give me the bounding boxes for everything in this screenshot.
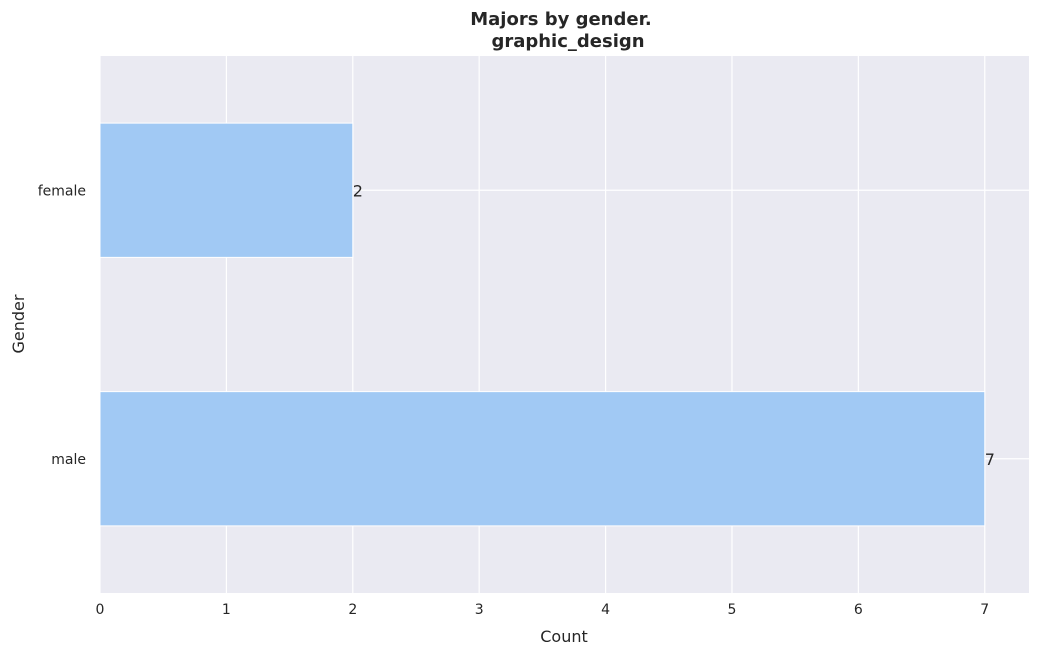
data-label-female: 2 xyxy=(353,181,363,200)
x-tick-label: 1 xyxy=(222,602,231,618)
data-label-male: 7 xyxy=(985,450,995,469)
y-axis-ticks: female male xyxy=(38,183,86,468)
y-axis-label: Gender xyxy=(9,294,28,353)
x-tick-label: 6 xyxy=(854,602,863,618)
chart-title-line1: Majors by gender. xyxy=(470,9,652,30)
x-tick-label: 2 xyxy=(348,602,357,618)
x-tick-label: 5 xyxy=(728,602,737,618)
chart-title-line2: graphic_design xyxy=(491,31,644,52)
bars xyxy=(99,122,986,527)
bar-male xyxy=(99,391,986,527)
x-axis-label: Count xyxy=(540,627,588,646)
y-tick-label: female xyxy=(38,183,86,199)
x-tick-label: 7 xyxy=(980,602,989,618)
x-axis-ticks: 0 1 2 3 4 5 6 7 xyxy=(96,602,990,618)
data-labels: 27 xyxy=(353,181,995,469)
bar-female xyxy=(99,122,354,258)
x-tick-label: 3 xyxy=(475,602,484,618)
x-tick-label: 0 xyxy=(96,602,105,618)
x-tick-label: 4 xyxy=(601,602,610,618)
y-tick-label: male xyxy=(51,452,86,468)
